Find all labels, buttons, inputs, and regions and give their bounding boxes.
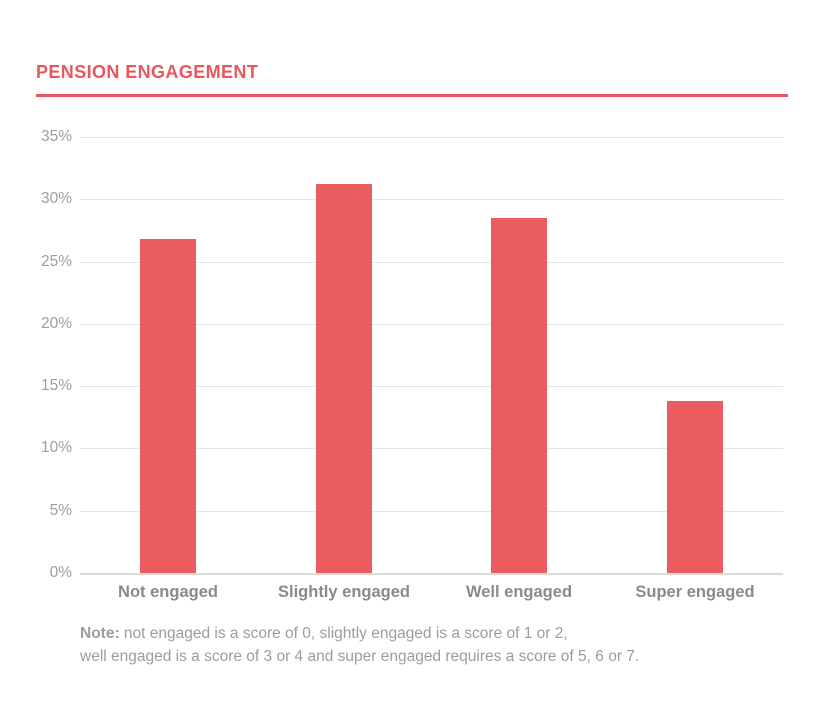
y-axis-tick-label: 35% [40,128,72,145]
x-axis-baseline [80,573,783,575]
gridline [80,324,783,325]
bar-not-engaged [140,239,196,573]
bar-slightly-engaged [316,184,372,573]
y-axis-tick-label: 25% [40,253,72,270]
gridline [80,386,783,387]
x-axis-category-label: Well engaged [465,583,573,601]
y-axis-tick-label: 10% [40,439,72,456]
note-prefix: Note: [80,625,120,642]
y-axis-tick-label: 0% [49,564,72,581]
gridline [80,511,783,512]
gridline [80,448,783,449]
y-axis-tick-label: 20% [40,315,72,332]
gridline [80,262,783,263]
x-axis-category-label: Not engaged [118,583,218,601]
gridline [80,199,783,200]
note-line-1-text: not engaged is a score of 0, slightly en… [123,625,568,642]
plot-area [80,137,783,575]
bar-well-engaged [491,218,547,573]
x-axis-category-label: Slightly engaged [277,583,411,601]
y-axis-tick-label: 30% [40,190,72,207]
gridline [80,137,783,138]
y-axis: 35% 30% 25% 20% 15% 10% 5% 0% [0,128,72,581]
note-line-2: well engaged is a score of 3 or 4 and su… [80,647,640,665]
bar-super-engaged [667,401,723,573]
chart-note: Note: not engaged is a score of 0, sligh… [80,623,740,668]
note-line-1: Note: not engaged is a score of 0, sligh… [80,623,740,646]
y-axis-tick-label: 5% [49,502,72,519]
x-axis-category-label: Super engaged [635,583,755,601]
x-axis: Not engaged Slightly engaged Well engaged S… [80,583,783,605]
y-axis-tick-label: 15% [40,377,72,394]
title-underline-rule [36,94,788,97]
chart-title: PENSION ENGAGEMENT [36,62,259,82]
